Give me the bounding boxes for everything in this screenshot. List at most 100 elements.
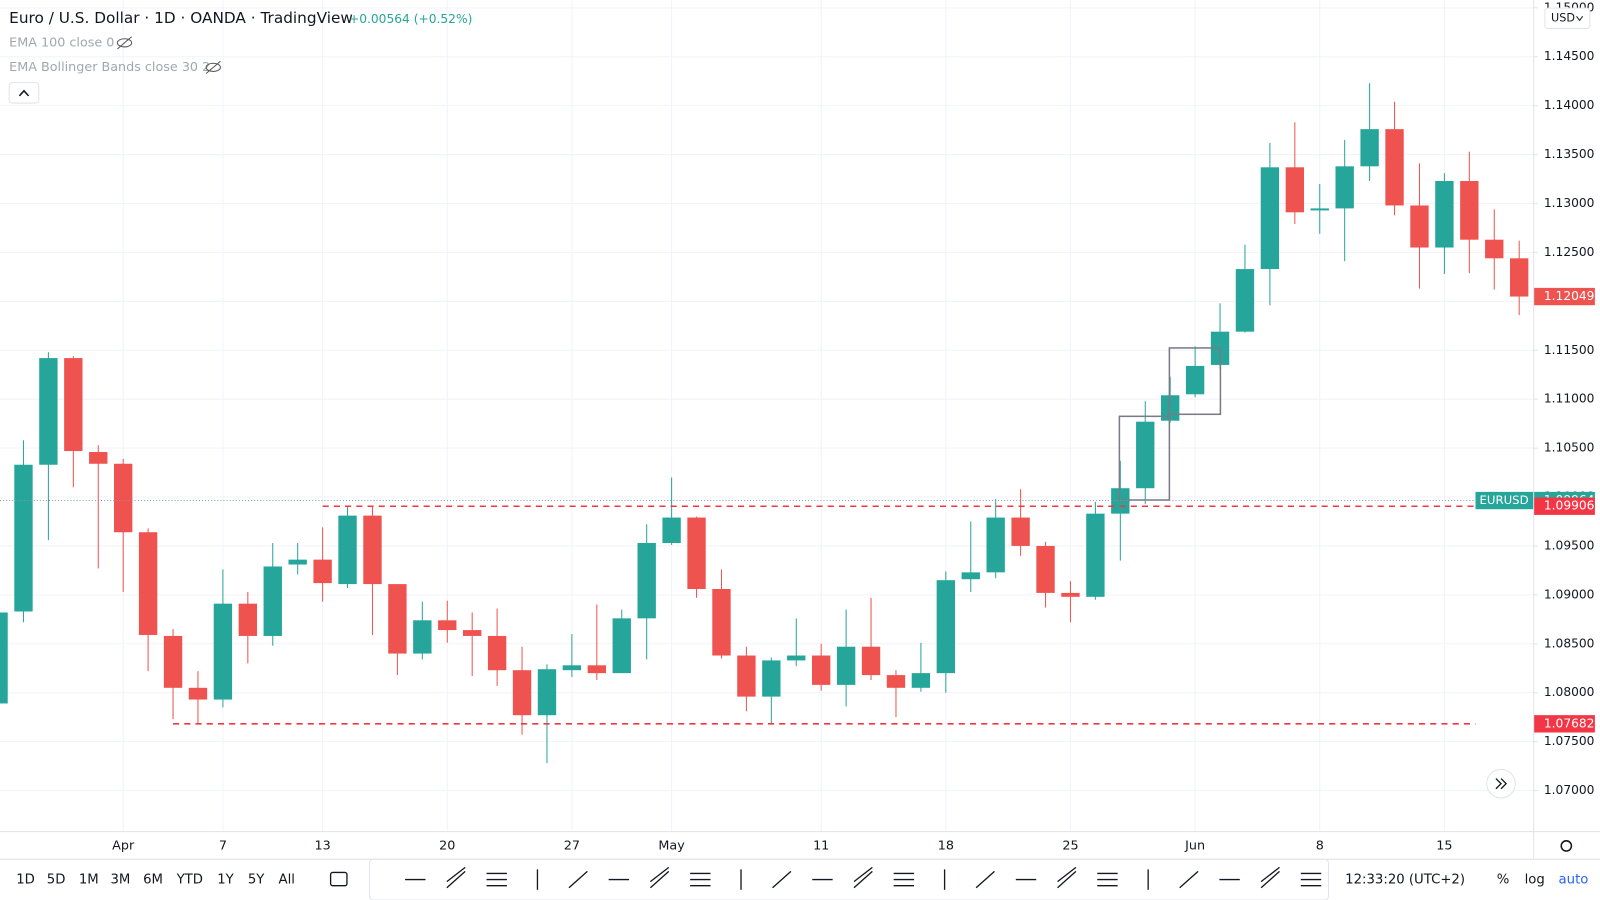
settings-icon[interactable] xyxy=(1560,840,1573,852)
candle-body xyxy=(562,665,582,671)
candle-body xyxy=(188,687,208,700)
symbol-title: Euro / U.S. Dollar · 1D · OANDA · Tradin… xyxy=(9,9,353,27)
tool-icon xyxy=(446,866,466,889)
y-tick-label: 1.14000 xyxy=(1544,98,1595,112)
candle-body xyxy=(587,665,607,674)
tool-button[interactable] xyxy=(690,872,711,887)
candle-body xyxy=(986,517,1005,573)
candle-body xyxy=(737,655,756,697)
percent-toggle[interactable]: % xyxy=(1497,873,1510,888)
eye-icon[interactable] xyxy=(116,36,133,50)
tool-button[interactable] xyxy=(649,866,670,889)
candle-body xyxy=(438,620,457,631)
y-tick-label: 1.08000 xyxy=(1544,685,1595,699)
tool-button[interactable] xyxy=(1097,872,1118,887)
candle-body xyxy=(1385,129,1404,206)
range-button[interactable]: 5D xyxy=(47,873,66,888)
eye-slash xyxy=(205,60,221,74)
tool-button[interactable] xyxy=(1260,866,1280,889)
indicator[interactable]: EMA 100 close 0 xyxy=(9,35,114,50)
y-tick-label: 1.13500 xyxy=(1544,147,1595,161)
candle-body xyxy=(612,618,631,674)
candle-body xyxy=(1011,517,1030,546)
range-button[interactable]: All xyxy=(279,873,295,888)
last-price-tag xyxy=(1533,287,1595,306)
candle-body xyxy=(936,580,956,674)
candle-body xyxy=(0,612,8,704)
level-tag xyxy=(1533,497,1595,515)
tool-icon xyxy=(649,866,670,889)
collapse-button[interactable] xyxy=(8,82,40,104)
eye xyxy=(116,38,133,48)
tool-button[interactable] xyxy=(568,870,588,889)
collapse-icon xyxy=(18,89,30,97)
tool-button[interactable] xyxy=(1057,866,1077,889)
price-change: +0.00564 (+0.52%) xyxy=(349,12,472,26)
tool-button[interactable] xyxy=(1179,870,1199,889)
auto-toggle[interactable]: auto xyxy=(1559,873,1589,888)
tool-button[interactable] xyxy=(486,872,507,887)
candle-body xyxy=(1410,205,1429,248)
candle-body xyxy=(213,603,233,700)
tool-button[interactable] xyxy=(446,866,466,889)
tool-icon xyxy=(568,870,588,889)
eye xyxy=(205,62,221,72)
candles xyxy=(0,83,1529,764)
range-button[interactable]: 1Y xyxy=(217,873,234,888)
log-toggle[interactable]: log xyxy=(1525,873,1545,888)
range-button[interactable]: YTD xyxy=(176,873,203,888)
y-tick-label: 1.07500 xyxy=(1544,734,1595,748)
candle-body xyxy=(836,646,856,685)
candle-body xyxy=(1310,208,1329,211)
x-tick-label: 25 xyxy=(1062,838,1078,853)
drawn-rectangle xyxy=(1118,415,1171,501)
y-tick-label: 1.12500 xyxy=(1544,245,1595,259)
candle-body xyxy=(911,673,931,688)
candle-body xyxy=(1086,513,1105,597)
candle-body xyxy=(787,655,806,661)
range-button[interactable]: 1M xyxy=(79,873,99,888)
candle-body xyxy=(463,630,482,636)
x-tick-label: Apr xyxy=(112,838,135,853)
x-tick-label: 13 xyxy=(314,838,330,853)
currency[interactable]: USD xyxy=(1551,11,1575,24)
date-range-icon[interactable] xyxy=(329,871,348,887)
tool-icon xyxy=(690,872,711,887)
candle-body xyxy=(238,603,258,636)
eye-icon[interactable] xyxy=(205,60,221,74)
y-tick-label: 1.07000 xyxy=(1544,783,1595,797)
y-tick-label: 1.09000 xyxy=(1544,587,1595,601)
candle-body xyxy=(1235,269,1255,332)
x-tick-label: 11 xyxy=(813,838,829,853)
currency-button[interactable] xyxy=(1544,7,1591,30)
candle-body xyxy=(1360,129,1379,167)
caret xyxy=(1576,16,1584,22)
tool-button[interactable] xyxy=(772,870,792,889)
level-label: 1.07682 xyxy=(1544,716,1595,730)
y-tick-label: 1.10500 xyxy=(1544,441,1595,455)
tool-icon xyxy=(893,872,915,887)
candle-body xyxy=(1185,365,1205,395)
range-button[interactable]: 1D xyxy=(16,873,35,888)
tool-icon xyxy=(486,872,507,887)
tool-button[interactable] xyxy=(893,872,915,887)
range-button[interactable]: 5Y xyxy=(248,873,265,888)
tool-button[interactable] xyxy=(853,866,873,889)
candle-body xyxy=(64,358,83,452)
range-button[interactable]: 3M xyxy=(110,873,130,888)
indicator[interactable]: EMA Bollinger Bands close 30 2 xyxy=(9,60,210,75)
tool-icon xyxy=(975,870,995,889)
tool-button[interactable] xyxy=(975,870,995,889)
candle-body xyxy=(288,559,307,565)
x-tick-label: 27 xyxy=(564,838,580,853)
bottom-bar: 1D 5D 1M 3M 6M YTD 1Y 5Y All xyxy=(16,858,1330,900)
candle-body xyxy=(637,543,656,619)
candle-body xyxy=(1285,167,1305,213)
range-button[interactable]: 6M xyxy=(143,873,163,888)
candle-body xyxy=(487,635,507,671)
candle-body xyxy=(861,646,881,676)
tool-button[interactable] xyxy=(1300,872,1322,887)
tool-icon xyxy=(1260,866,1280,889)
